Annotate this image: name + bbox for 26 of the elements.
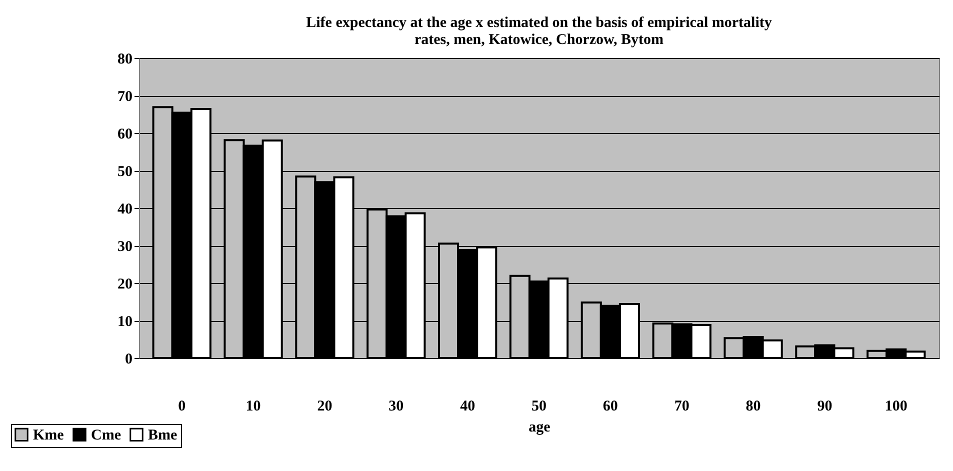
x-tick-label: 40 — [460, 398, 476, 414]
x-tick-label: 30 — [388, 398, 404, 414]
x-tick-label: 60 — [602, 398, 618, 414]
x-tick-label: 90 — [817, 398, 832, 414]
x-tick-label: 0 — [178, 398, 186, 414]
y-tick-label: 40 — [118, 202, 132, 218]
legend-label: Kme — [33, 428, 64, 444]
x-tick-label: 100 — [884, 398, 908, 414]
text: rates, men, Katowice, Chorzow, Bytom — [414, 32, 664, 48]
y-tick-label: 50 — [118, 164, 132, 180]
y-tick-label: 0 — [125, 352, 132, 368]
x-axis-title: age — [528, 420, 551, 436]
y-tick-label: 70 — [118, 89, 132, 105]
text: Life expectancy at the age x estimated on the basis of empirical mortality — [306, 15, 772, 31]
x-tick-label: 10 — [246, 398, 261, 414]
y-tick-label: 20 — [118, 276, 132, 292]
legend-label: Cme — [91, 428, 122, 444]
legend-label: Bme — [148, 428, 178, 444]
y-tick-label: 30 — [118, 239, 132, 255]
x-tick-label: 80 — [746, 398, 761, 414]
x-tick-label: 70 — [674, 398, 690, 414]
x-tick-label: 20 — [317, 398, 332, 414]
y-tick-label: 10 — [118, 314, 132, 330]
y-tick-label: 60 — [118, 126, 132, 142]
y-tick-label: 80 — [118, 52, 132, 68]
x-tick-label: 50 — [532, 398, 546, 414]
